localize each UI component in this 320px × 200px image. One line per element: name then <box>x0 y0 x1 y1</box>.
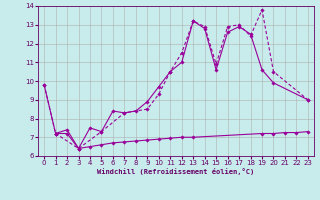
X-axis label: Windchill (Refroidissement éolien,°C): Windchill (Refroidissement éolien,°C) <box>97 168 255 175</box>
